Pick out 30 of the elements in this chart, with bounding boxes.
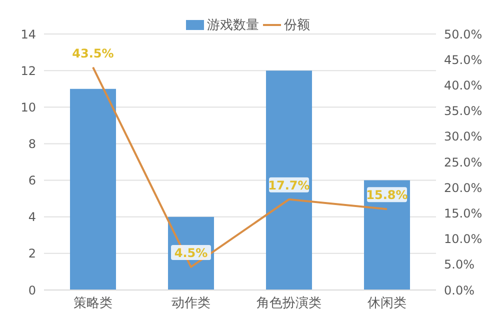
y-tick-label: 12 (20, 64, 36, 78)
y2-tick-label: 20.0% (444, 180, 482, 195)
x-tick-label: 动作类 (172, 296, 210, 312)
y2-tick-label: 0.0% (444, 283, 474, 298)
bar (364, 180, 410, 290)
y-tick-label: 8 (28, 136, 36, 151)
y-tick-label: 2 (28, 246, 36, 261)
y-tick-label: 4 (28, 210, 36, 224)
data-label: 43.5% (72, 46, 114, 60)
y-tick-label: 6 (28, 174, 36, 188)
y2-tick-label: 50.0% (444, 27, 482, 42)
y2-tick-label: 15.0% (444, 206, 482, 220)
legend-label: 游戏数量 (206, 17, 259, 34)
y2-tick-label: 10.0% (444, 232, 482, 246)
y2-tick-label: 45.0% (444, 52, 482, 67)
y-tick-label: 0 (28, 283, 36, 298)
y2-tick-label: 5.0% (444, 258, 474, 272)
x-tick-label: 策略类 (74, 296, 112, 312)
bar (266, 70, 312, 290)
y-tick-label: 14 (20, 27, 36, 42)
y-tick-label: 10 (20, 100, 36, 114)
y2-tick-label: 35.0% (444, 104, 482, 118)
bar (70, 88, 116, 290)
y2-tick-label: 25.0% (444, 155, 482, 170)
data-label: 4.5% (174, 246, 208, 260)
x-tick-label: 休闲类 (368, 296, 406, 312)
legend-label: 份额 (283, 17, 310, 34)
y2-tick-label: 30.0% (444, 130, 482, 144)
x-tick-label: 角色扮演类 (256, 296, 322, 312)
y2-tick-label: 40.0% (444, 78, 482, 92)
